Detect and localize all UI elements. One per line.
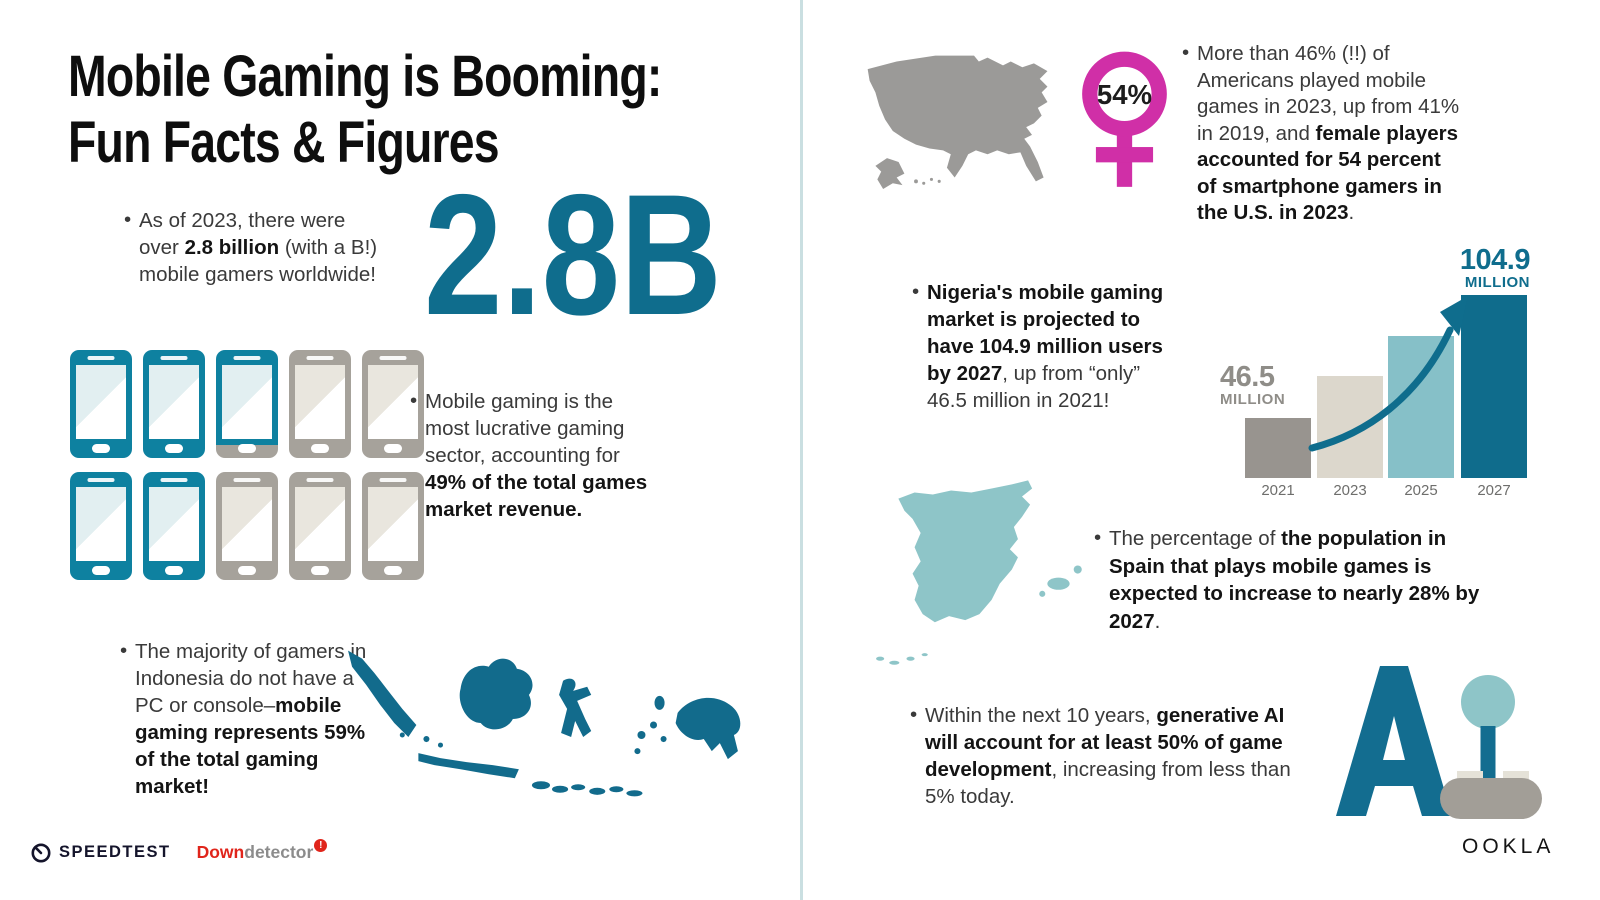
bullet-icon: • — [1182, 41, 1190, 64]
chart-bar-2023 — [1317, 376, 1383, 478]
fact-spain: • The percentage of the population in Spa… — [1094, 526, 1480, 633]
usa-map-icon — [867, 55, 1048, 190]
page-title: Mobile Gaming is Booming: Fun Facts & Fi… — [68, 44, 662, 176]
chart-tick-2027: 2027 — [1477, 482, 1511, 499]
bullet-icon: • — [910, 703, 918, 726]
phone-icon — [143, 472, 205, 580]
chart-tick-2025: 2025 — [1404, 482, 1438, 499]
female-symbol-icon: 54% — [1082, 51, 1167, 187]
phone-icon — [289, 350, 351, 458]
ai-joystick-icon — [1336, 666, 1542, 819]
phone-icon — [70, 472, 132, 580]
fact-nigeria: • Nigeria's mobile gaming market is proje… — [912, 280, 1164, 412]
big-stat-2-8b: 2.8B — [424, 159, 722, 351]
indonesia-map-icon — [348, 650, 741, 797]
page-title-line2: Fun Facts & Figures — [68, 110, 500, 175]
chart-bar-2021 — [1245, 418, 1311, 478]
chart-bar-2025 — [1388, 336, 1454, 478]
growth-arrow-icon — [1308, 296, 1468, 452]
bullet-icon: • — [912, 280, 920, 303]
page-title-line1: Mobile Gaming is Booming: — [68, 44, 662, 109]
phone-icon — [289, 472, 351, 580]
chart-bar-2027 — [1461, 295, 1527, 478]
speedtest-logo: SPEEDTEST — [59, 842, 171, 861]
fact-market-revenue: • Mobile gaming is the most lucrative gam… — [410, 389, 648, 521]
center-divider — [800, 0, 803, 900]
ookla-logo: OOKLA — [1462, 835, 1555, 858]
bullet-icon: • — [120, 639, 128, 662]
female-badge-value: 54% — [1097, 79, 1152, 110]
bullet-icon: • — [1094, 526, 1102, 549]
phone-icon — [216, 472, 278, 580]
phone-icon — [362, 472, 424, 580]
phone-grid — [70, 350, 432, 580]
fact-indonesia: • The majority of gamers in Indonesia do … — [120, 639, 367, 798]
downdetector-alert-badge: ! — [314, 838, 328, 852]
fact-gamers-worldwide: • As of 2023, there were over 2.8 billion… — [124, 208, 378, 286]
bullet-icon: • — [124, 208, 132, 231]
chart-tick-2021: 2021 — [1261, 482, 1295, 499]
fact-us-players: • More than 46% (!!) of Americans played … — [1182, 41, 1460, 224]
speedtest-gauge-icon — [31, 843, 51, 863]
nigeria-users-bar-chart: 46.5 MILLION 104.9 MILLION 2021 2023 202… — [1218, 246, 1532, 504]
footer-brands: SPEEDTEST Downdetector! — [30, 838, 328, 863]
downdetector-logo: Downdetector! — [197, 838, 328, 863]
phone-icon — [362, 350, 424, 458]
spain-map-icon — [876, 480, 1082, 665]
fact-generative-ai: • Within the next 10 years, generative AI… — [910, 703, 1291, 808]
chart-first-label: 46.5 MILLION — [1220, 361, 1286, 408]
phone-icon — [143, 350, 205, 458]
chart-last-label: 104.9 MILLION — [1459, 244, 1531, 291]
phone-icon — [70, 350, 132, 458]
bullet-icon: • — [410, 389, 418, 412]
chart-tick-2023: 2023 — [1333, 482, 1367, 499]
phone-icon-partial — [216, 350, 278, 458]
